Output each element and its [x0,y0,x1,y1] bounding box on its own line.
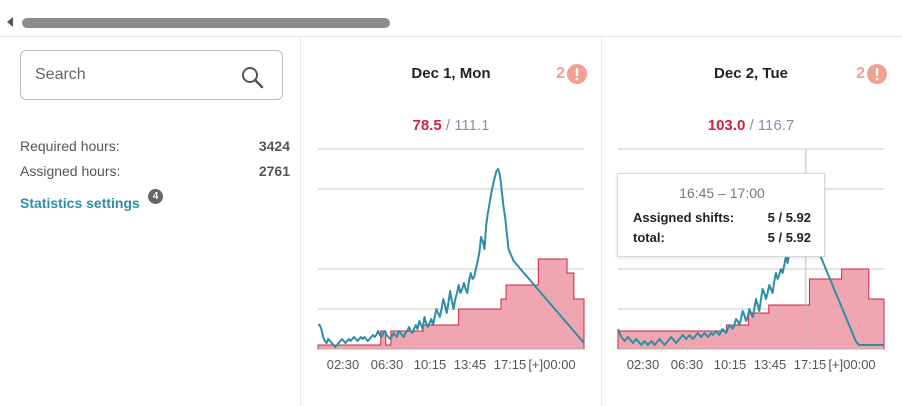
alert-count: 2 [856,65,865,82]
settings-count-badge: 4 [148,189,163,204]
tooltip-total-label: total: [633,230,665,245]
assigned-hours-line [617,176,884,346]
assigned-hours: 111.1 [454,117,490,134]
tooltip-time: 16:45 – 17:00 [679,185,765,201]
hours-summary: 78.5 / 111.1 [301,117,601,134]
required-hours-value: 3424 [258,138,290,154]
tooltip-assigned-label: Assigned shifts: [633,210,735,225]
x-tick-label: [+]00:00 [828,357,875,372]
x-tick-label: 13:45 [454,357,487,372]
left-panel: Required hours: 3424 Assigned hours: 276… [0,37,301,406]
horizontal-scrollbar[interactable] [0,0,902,37]
x-tick-label: [+]00:00 [528,357,575,372]
statistics-settings-link[interactable]: Statistics settings [20,195,140,211]
chart-tooltip: 16:45 – 17:00 Assigned shifts: 5 / 5.92 … [617,173,825,257]
x-tick-label: 17:15 [494,357,527,372]
required-hours: 103.0 [707,117,746,134]
required-hours-area [317,258,585,350]
day-title: Dec 1, Mon [411,65,491,82]
assigned-hours-row: Assigned hours: 2761 [20,163,290,179]
hours-separator: / [441,117,455,134]
x-tick-label: 10:15 [714,357,747,372]
tooltip-total-row: total: 5 / 5.92 [633,230,811,245]
x-tick-label: 06:30 [671,357,704,372]
x-tick-label: 06:30 [371,357,404,372]
x-tick-label: 13:45 [754,357,787,372]
hours-summary: 103.0 / 116.7 [601,117,901,134]
required-hours-label: Required hours: [20,138,120,154]
x-tick-label: 02:30 [627,357,660,372]
assigned-hours-label: Assigned hours: [20,163,121,179]
scroll-left-arrow-icon[interactable] [7,17,13,27]
alert-count: 2 [556,65,565,82]
tooltip-total-value: 5 / 5.92 [767,230,811,245]
day-column-dec-2: Dec 2, Tue 2 103.0 / 116.7 02:30 06:30 10:… [601,37,901,406]
search-box[interactable] [20,50,283,100]
required-hours: 78.5 [412,117,442,134]
tooltip-assigned-row: Assigned shifts: 5 / 5.92 [633,210,811,225]
assigned-hours: 116.7 [757,117,795,134]
x-tick-label: 02:30 [327,357,360,372]
day-chart[interactable]: 02:30 06:30 10:15 13:45 17:15 [+]00:00 [301,37,601,406]
hours-separator: / [745,117,758,134]
x-tick-label: 10:15 [414,357,447,372]
alert-icon[interactable] [867,64,887,84]
scrollbar-thumb[interactable] [22,18,390,28]
alert-icon[interactable] [567,64,587,84]
x-tick-label: 17:15 [794,357,827,372]
day-column-dec-1: Dec 1, Mon 2 78.5 / 111.1 02:30 06:30 10:1… [301,37,602,406]
required-hours-row: Required hours: 3424 [20,138,290,154]
search-input[interactable] [35,63,235,87]
assigned-hours-line [318,168,585,348]
search-icon[interactable] [240,65,264,89]
assigned-hours-value: 2761 [258,163,290,179]
tooltip-assigned-value: 5 / 5.92 [767,210,811,225]
day-title: Dec 2, Tue [714,65,788,82]
